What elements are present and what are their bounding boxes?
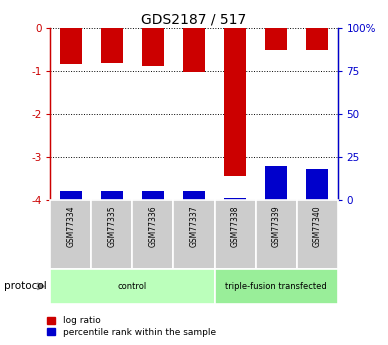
Bar xyxy=(215,269,338,304)
Text: GSM77337: GSM77337 xyxy=(189,206,199,247)
Bar xyxy=(224,28,246,176)
Bar xyxy=(132,200,173,269)
Bar xyxy=(265,166,287,200)
Bar xyxy=(92,200,132,269)
Text: control: control xyxy=(118,282,147,291)
Bar xyxy=(183,190,205,200)
Bar xyxy=(100,190,123,200)
Bar xyxy=(142,28,164,66)
Bar xyxy=(256,200,296,269)
Bar xyxy=(60,28,82,64)
Bar xyxy=(50,269,215,304)
Text: protocol: protocol xyxy=(4,282,47,291)
Text: GSM77339: GSM77339 xyxy=(272,206,281,247)
Bar xyxy=(142,191,164,200)
Text: GSM77340: GSM77340 xyxy=(313,206,322,247)
Title: GDS2187 / 517: GDS2187 / 517 xyxy=(141,12,247,27)
Bar xyxy=(50,200,92,269)
Bar xyxy=(306,28,328,50)
Bar xyxy=(296,200,338,269)
Text: GSM77335: GSM77335 xyxy=(107,206,116,247)
Bar xyxy=(265,28,287,50)
Text: GSM77334: GSM77334 xyxy=(66,206,75,247)
Bar xyxy=(224,198,246,200)
Bar xyxy=(60,190,82,200)
Bar xyxy=(183,28,205,72)
Text: triple-fusion transfected: triple-fusion transfected xyxy=(225,282,327,291)
Bar xyxy=(100,28,123,63)
Bar xyxy=(215,200,256,269)
Text: GSM77336: GSM77336 xyxy=(149,206,158,247)
Bar xyxy=(306,169,328,200)
Legend: log ratio, percentile rank within the sample: log ratio, percentile rank within the sa… xyxy=(47,316,216,337)
Text: GSM77338: GSM77338 xyxy=(230,206,239,247)
Bar xyxy=(173,200,215,269)
